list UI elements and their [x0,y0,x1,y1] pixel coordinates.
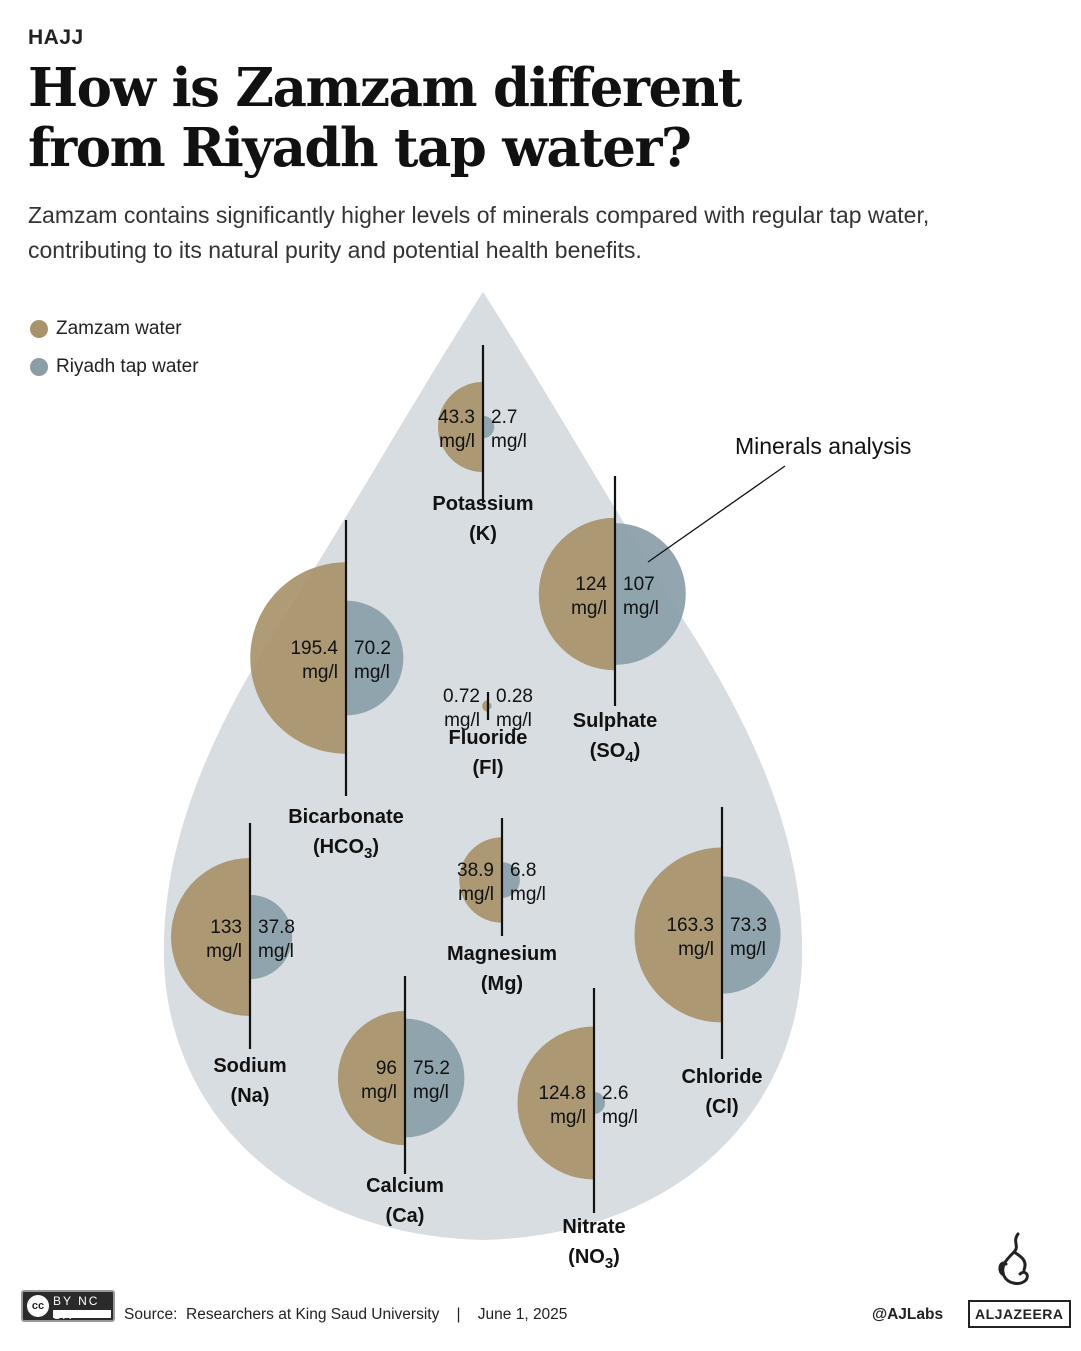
mineral-label-so4: Sulphate (SO4) [573,710,657,766]
mineral-calcium: 96 mg/l 75.2 mg/l Calcium (Ca) [337,976,465,1227]
annotation-label: Minerals analysis [735,433,911,459]
zamzam-value-label-hco3: 195.4 mg/l [290,638,338,683]
mineral-label-hco3: Bicarbonate (HCO3) [288,806,404,862]
source-text: Source: Researchers at King Saud Univers… [124,1306,568,1323]
footer: cc BY NC SA Source: Researchers at King … [0,1232,1081,1340]
tap-value-label-na: 37.8 mg/l [258,917,295,962]
legend-label-zamzam: Zamzam water [56,318,182,339]
tap-semicircle-ca [405,1018,465,1138]
mineral-bicarbonate: 195.4 mg/l 70.2 mg/l Bicarbonate (HCO3) [250,520,404,862]
zamzam-value-label-ca: 96 mg/l [361,1058,397,1103]
mineral-label-no3: Nitrate (NO3) [562,1216,625,1272]
mineral-label-fl: Fluoride (Fl) [449,727,528,779]
tap-value-label-cl: 73.3 mg/l [730,915,767,960]
legend-swatch-zamzam [30,320,48,338]
zamzam-value-label-fl: 0.72 mg/l [443,686,480,731]
zamzam-value-label-no3: 124.8 mg/l [538,1083,586,1128]
tap-semicircle-cl [722,876,781,994]
zamzam-semicircle-ca [337,1010,405,1146]
legend-item-zamzam: Zamzam water [30,316,199,342]
mineral-label-ca: Calcium (Ca) [366,1175,444,1227]
tap-semicircle-so4 [615,523,686,665]
zamzam-value-label-k: 43.3 mg/l [438,407,475,452]
zamzam-value-label-cl: 163.3 mg/l [666,915,714,960]
mineral-label-k: Potassium (K) [432,493,533,545]
cc-icon: cc [27,1295,49,1317]
zamzam-semicircle-so4 [538,517,615,671]
tap-value-label-mg: 6.8 mg/l [510,860,546,905]
legend-label-tap: Riyadh tap water [56,356,199,377]
mineral-magnesium: 38.9 mg/l 6.8 mg/l Magnesium (Mg) [447,818,557,995]
zamzam-value-label-na: 133 mg/l [206,917,242,962]
zamzam-semicircle-k [437,381,483,473]
ajlabs-handle[interactable]: @AJLabs [872,1306,944,1323]
mineral-sulphate: 124 mg/l 107 mg/l Sulphate (SO4) [538,476,686,766]
zamzam-semicircle-cl [634,847,722,1023]
tap-value-label-hco3: 70.2 mg/l [354,638,391,683]
page-title: How is Zamzam different from Riyadh tap … [28,57,742,179]
mineral-sodium: 133 mg/l 37.8 mg/l Sodium (Na) [171,823,295,1107]
zamzam-semicircle-no3 [517,1026,594,1180]
kicker: HAJJ [28,26,84,49]
tap-value-label-ca: 75.2 mg/l [413,1058,450,1103]
mineral-nitrate: 124.8 mg/l 2.6 mg/l Nitrate (NO3) [517,988,638,1272]
aljazeera-logo[interactable]: ALJAZEERA [968,1300,1071,1328]
license-bar [53,1310,111,1318]
license-badge[interactable]: cc BY NC SA [21,1290,115,1322]
tap-value-label-so4: 107 mg/l [623,574,659,619]
tap-value-label-k: 2.7 mg/l [491,407,527,452]
annotation-leader-line [647,465,786,563]
mineral-potassium: 43.3 mg/l 2.7 mg/l Potassium (K) [432,345,534,545]
legend-swatch-tap [30,358,48,376]
mineral-label-cl: Chloride (Cl) [681,1066,762,1118]
mineral-label-na: Sodium (Na) [213,1055,286,1107]
zamzam-value-label-so4: 124 mg/l [571,574,607,619]
tap-semicircle-na [250,894,293,980]
mineral-label-mg: Magnesium (Mg) [447,943,557,995]
tap-semicircle-k [483,415,495,439]
zamzam-semicircle-fl [482,700,488,712]
zamzam-semicircle-mg [459,837,502,923]
legend: Zamzam water Riyadh tap water [30,316,199,392]
mineral-chloride: 163.3 mg/l 73.3 mg/l Chloride (Cl) [634,807,781,1118]
tap-value-label-fl: 0.28 mg/l [496,686,533,731]
zamzam-semicircle-na [171,858,250,1016]
zamzam-value-label-mg: 38.9 mg/l [457,860,494,905]
legend-item-tap: Riyadh tap water [30,354,199,380]
tap-semicircle-no3 [594,1091,606,1115]
tap-semicircle-mg [502,862,520,898]
tap-value-label-no3: 2.6 mg/l [602,1083,638,1128]
tap-semicircle-hco3 [346,600,404,716]
subtitle: Zamzam contains significantly higher lev… [28,202,930,263]
zamzam-semicircle-hco3 [250,562,346,754]
aljazeera-calligraphy-icon [998,1232,1029,1285]
water-drop-shape [163,292,803,1240]
